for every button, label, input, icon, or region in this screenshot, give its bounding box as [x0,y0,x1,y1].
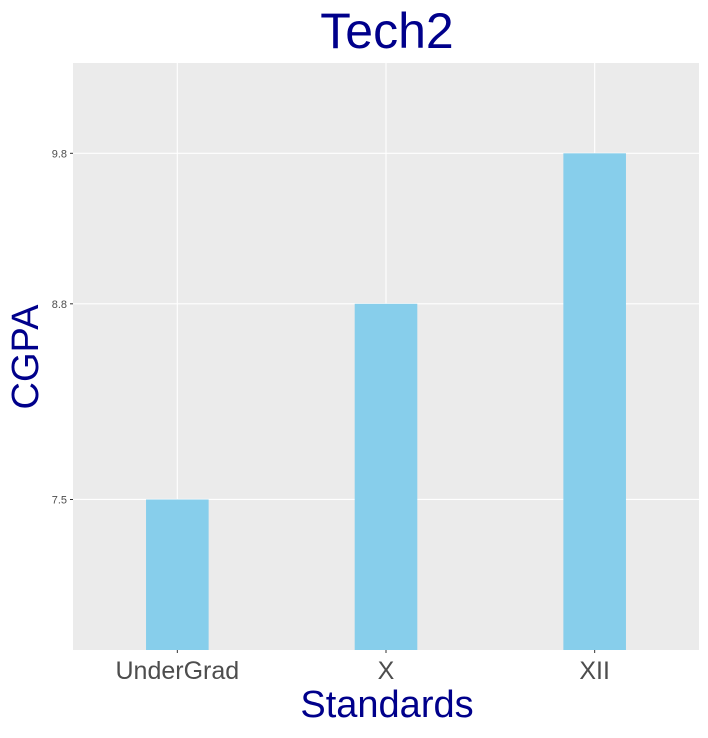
y-axis: 7.5 8.8 9.8 [52,148,73,506]
bar-undergrad [146,499,209,650]
y-axis-title: CGPA [5,304,47,410]
y-tick-label-2: 9.8 [52,148,67,160]
x-tick-label-x: X [378,657,395,685]
x-axis: UnderGrad X XII [115,650,610,685]
bar-x [354,303,418,650]
bar-xii [563,153,626,651]
chart-title: Tech2 [320,3,453,59]
y-tick-label-0: 7.5 [52,494,67,506]
bars-layer [146,153,626,651]
x-tick-label-undergrad: UnderGrad [115,657,239,685]
y-tick-label-1: 8.8 [52,299,67,311]
x-tick-label-xii: XII [579,657,610,685]
x-axis-title: Standards [300,684,473,726]
